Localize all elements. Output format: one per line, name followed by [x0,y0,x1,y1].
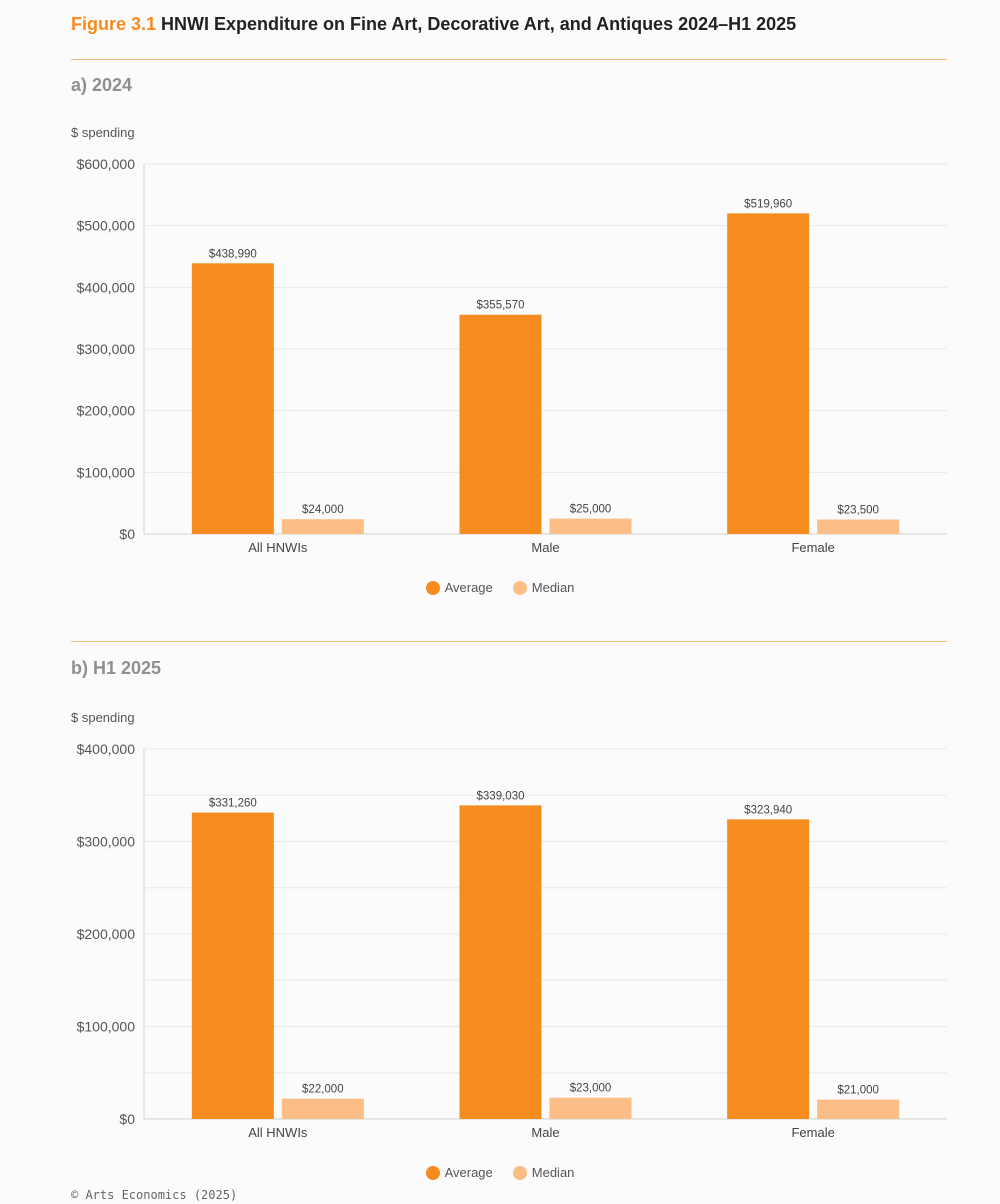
y-tick-label: $100,000 [77,1019,136,1035]
data-label: $24,000 [302,504,344,516]
x-tick-label: Male [531,1125,559,1140]
legend-item-average: Average [425,1165,493,1180]
legend-swatch-median [512,580,527,595]
legend-label-average: Average [444,580,493,595]
data-label: $23,000 [570,1083,612,1095]
bar-average-all-hnwis [191,263,274,534]
y-tick-label: $400,000 [77,741,136,757]
bar-median-all-hnwis [281,519,364,534]
panel-divider [71,641,947,642]
y-tick-label: $600,000 [77,156,136,172]
figure-title: Figure 3.1 HNWI Expenditure on Fine Art, … [71,14,951,35]
y-tick-label: $300,000 [77,834,136,850]
bar-average-male [459,805,542,1119]
data-label: $23,500 [837,505,879,517]
y-tick-label: $300,000 [77,341,136,357]
legend-swatch-average [425,1165,440,1180]
data-label: $21,000 [837,1085,879,1097]
panel-a-title: a) 2024 [71,75,133,95]
y-tick-label: $400,000 [77,279,136,295]
y-tick-label: $0 [119,1111,135,1127]
legend-item-median: Median [512,580,575,595]
bar-average-male [459,314,542,534]
data-label: $339,030 [477,790,525,802]
x-tick-label: All HNWIs [248,1125,308,1140]
data-label: $438,990 [209,248,257,260]
legend-swatch-average [425,580,440,595]
legend-swatch-median [512,1165,527,1180]
legend-label-median: Median [531,1165,575,1180]
chart-2024: $0 $100,000 $200,000 $300,000 $400,000 $500,0… [77,156,947,555]
source-credit: © Arts Economics (2025) [71,1188,238,1202]
x-tick-label: Female [791,540,834,555]
bar-median-male [549,518,632,534]
figure-number: Figure 3.1 [71,14,157,34]
y-tick-label: $200,000 [77,403,136,419]
data-label: $22,000 [302,1084,344,1096]
y-tick-label: $200,000 [77,926,136,942]
legend-label-average: Average [444,1165,493,1180]
bar-average-all-hnwis [191,812,274,1119]
bar-median-female [817,1099,900,1119]
bar-median-female [817,519,900,534]
data-label: $323,940 [744,804,792,816]
panel-b-ylabel: $ spending [71,710,135,725]
data-label: $25,000 [570,504,612,516]
y-tick-label: $100,000 [77,464,136,480]
y-tick-label: $500,000 [77,218,136,234]
bar-average-female [727,819,810,1119]
figure-title-text: HNWI Expenditure on Fine Art, Decorative… [161,14,797,34]
x-tick-label: Male [531,540,559,555]
legend-2024: Average Median [0,580,1000,595]
legend-h1-2025: Average Median [0,1165,1000,1180]
legend-label-median: Median [531,580,575,595]
data-label: $331,260 [209,798,257,810]
data-label: $355,570 [477,300,525,312]
bar-median-male [549,1097,632,1119]
bar-average-female [727,213,810,534]
legend-item-average: Average [425,580,493,595]
panel-b-title: b) H1 2025 [71,658,162,678]
x-tick-label: All HNWIs [248,540,308,555]
panel-a-ylabel: $ spending [71,125,135,140]
top-divider [71,59,947,60]
y-tick-label: $0 [119,526,135,542]
x-tick-label: Female [791,1125,834,1140]
bar-median-all-hnwis [281,1098,364,1119]
chart-h1-2025: $0 $100,000 $200,000 $300,000 $400,000 $331,2… [77,741,947,1140]
legend-item-median: Median [512,1165,575,1180]
data-label: $519,960 [744,198,792,210]
